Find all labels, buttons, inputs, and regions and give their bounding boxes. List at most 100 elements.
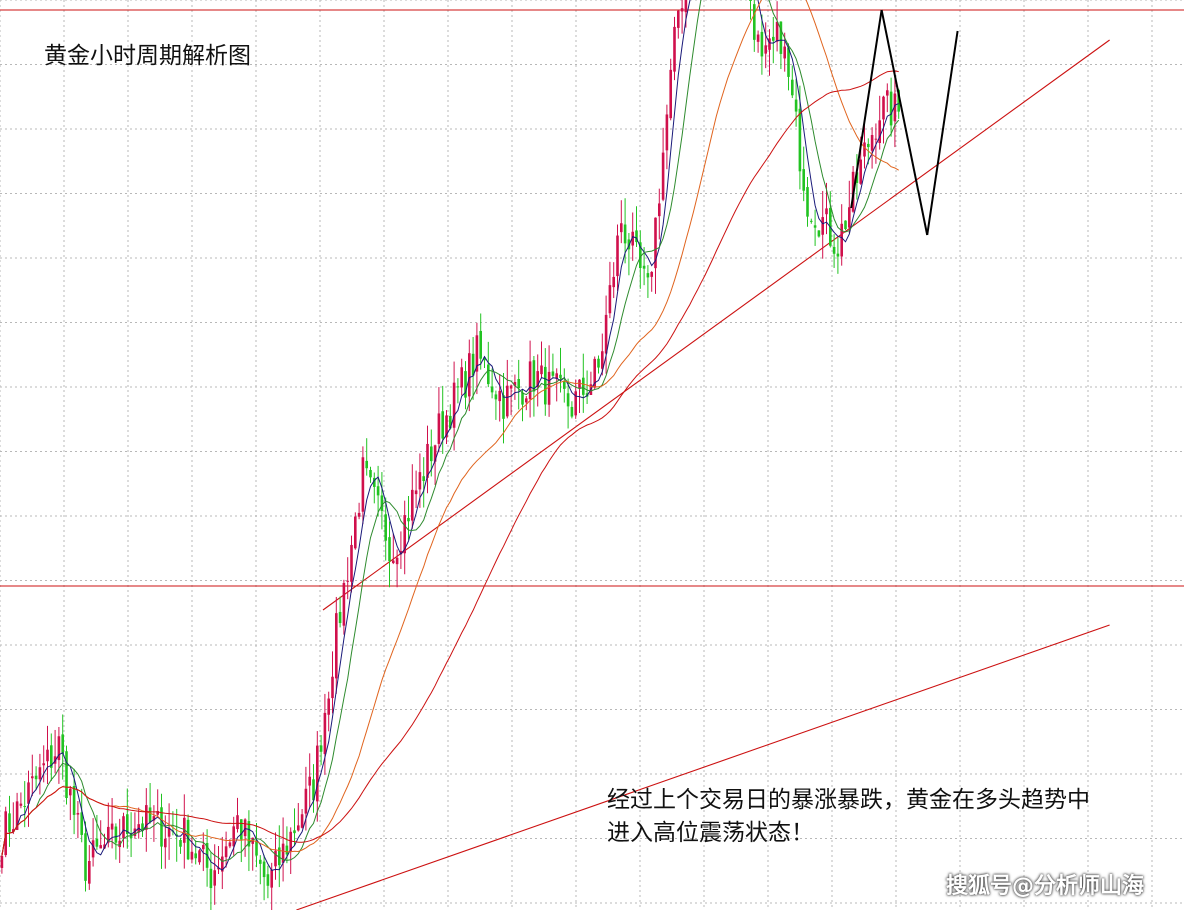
candle-body-down [844, 220, 847, 230]
trendline [322, 39, 1110, 611]
candle-body-down [494, 394, 498, 400]
candle-body-up [167, 827, 171, 837]
candle-body-down [262, 861, 266, 878]
candle-body-up [274, 850, 277, 867]
candle-body-up [426, 443, 429, 478]
candle-body-up [107, 826, 110, 843]
candle-body-down [623, 224, 627, 244]
candle-body-up [764, 45, 767, 54]
candle-body-up [331, 676, 334, 699]
candle-body-down [760, 31, 764, 57]
candle-body-down [471, 353, 475, 376]
candle-body-down [566, 393, 570, 407]
candle-body-down [635, 230, 638, 243]
candle-body-up [414, 490, 418, 495]
candle-body-up [863, 142, 866, 157]
candle-body-up [308, 776, 311, 786]
candle-body-down [126, 814, 129, 834]
horizontal-levels [0, 9, 1184, 587]
candle-body-down [889, 91, 893, 126]
candle-body-up [190, 851, 194, 860]
candle-body-down [753, 4, 756, 40]
candle-body-up [821, 217, 824, 235]
candle-body-up [42, 763, 45, 766]
candle-body-down [813, 225, 817, 228]
candle-body-up [669, 69, 672, 119]
candle-body-up [354, 516, 357, 549]
candle-body-up [281, 843, 285, 863]
candle-body-down [794, 99, 798, 112]
candle-body-up [57, 736, 61, 761]
candle-body-down [563, 381, 566, 389]
candle-body-up [19, 803, 23, 806]
candle-body-down [897, 90, 900, 112]
candle-body-up [612, 276, 615, 288]
candle-body-down [817, 230, 821, 237]
moving-average-ma_fast [1, 0, 899, 871]
candle-body-up [103, 844, 106, 849]
candle-body-down [209, 868, 213, 889]
candle-body-up [361, 457, 365, 512]
candle-body-down [240, 819, 243, 840]
candle-body-down [179, 839, 182, 847]
candle-body-up [156, 811, 159, 815]
candle-body-down [338, 611, 342, 624]
candle-body-up [540, 365, 543, 375]
candle-body-up [882, 96, 885, 120]
candle-body-down [502, 395, 505, 419]
candle-body-down [570, 406, 574, 417]
candle-body-down [430, 446, 433, 462]
projection-segment [850, 9, 883, 209]
candle-body-up [122, 816, 125, 839]
candle-body-down [639, 242, 642, 269]
candle-body-up [506, 385, 509, 417]
candle-body-up [433, 445, 437, 462]
candle-body-up [411, 489, 414, 521]
annotation-line-2: 进入高位震荡状态！ [607, 820, 814, 846]
projection-segment [926, 30, 959, 236]
candle-body-up [684, 0, 688, 13]
candle-body-down [456, 386, 460, 388]
candle-body-up [654, 217, 657, 269]
candle-body-down [449, 415, 452, 429]
candle-body-down [517, 378, 520, 389]
candle-body-up [164, 838, 167, 848]
candle-body-down [772, 36, 775, 41]
candle-body-down [380, 495, 384, 511]
candle-body-up [270, 869, 273, 888]
candle-body-down [521, 392, 524, 405]
candle-body-up [848, 207, 851, 228]
moving-averages [1, 0, 900, 871]
candle-body-up [650, 271, 653, 277]
candle-body-up [783, 46, 786, 59]
candle-body-down [84, 833, 87, 881]
candle-body-up [445, 415, 448, 438]
trendlines [296, 39, 1110, 910]
candle-body-up [399, 550, 403, 555]
candle-body-up [604, 314, 608, 354]
candle-body-up [498, 390, 501, 402]
candle-body-down [384, 514, 387, 541]
candle-body-down [749, 0, 752, 1]
candle-body-down [646, 273, 650, 278]
candle-body-down [259, 859, 262, 864]
candle-body-down [148, 807, 152, 823]
candle-body-up [528, 361, 532, 400]
candle-body-up [893, 93, 897, 122]
candle-body-down [407, 517, 410, 522]
candle-body-up [297, 825, 300, 831]
candle-body-up [673, 26, 676, 72]
candle-body-up [145, 805, 148, 830]
candle-body-up [418, 472, 422, 490]
candle-body-down [787, 47, 790, 77]
candle-body-up [232, 826, 235, 847]
candle-body-down [441, 411, 444, 439]
candle-body-up [12, 829, 15, 833]
candle-body-up [198, 850, 201, 863]
candle-body-up [574, 391, 577, 416]
candle-body-down [34, 775, 38, 780]
candle-body-down [832, 246, 836, 254]
candle-body-up [0, 855, 4, 868]
candle-body-up [221, 856, 224, 872]
candle-body-down [285, 845, 289, 855]
